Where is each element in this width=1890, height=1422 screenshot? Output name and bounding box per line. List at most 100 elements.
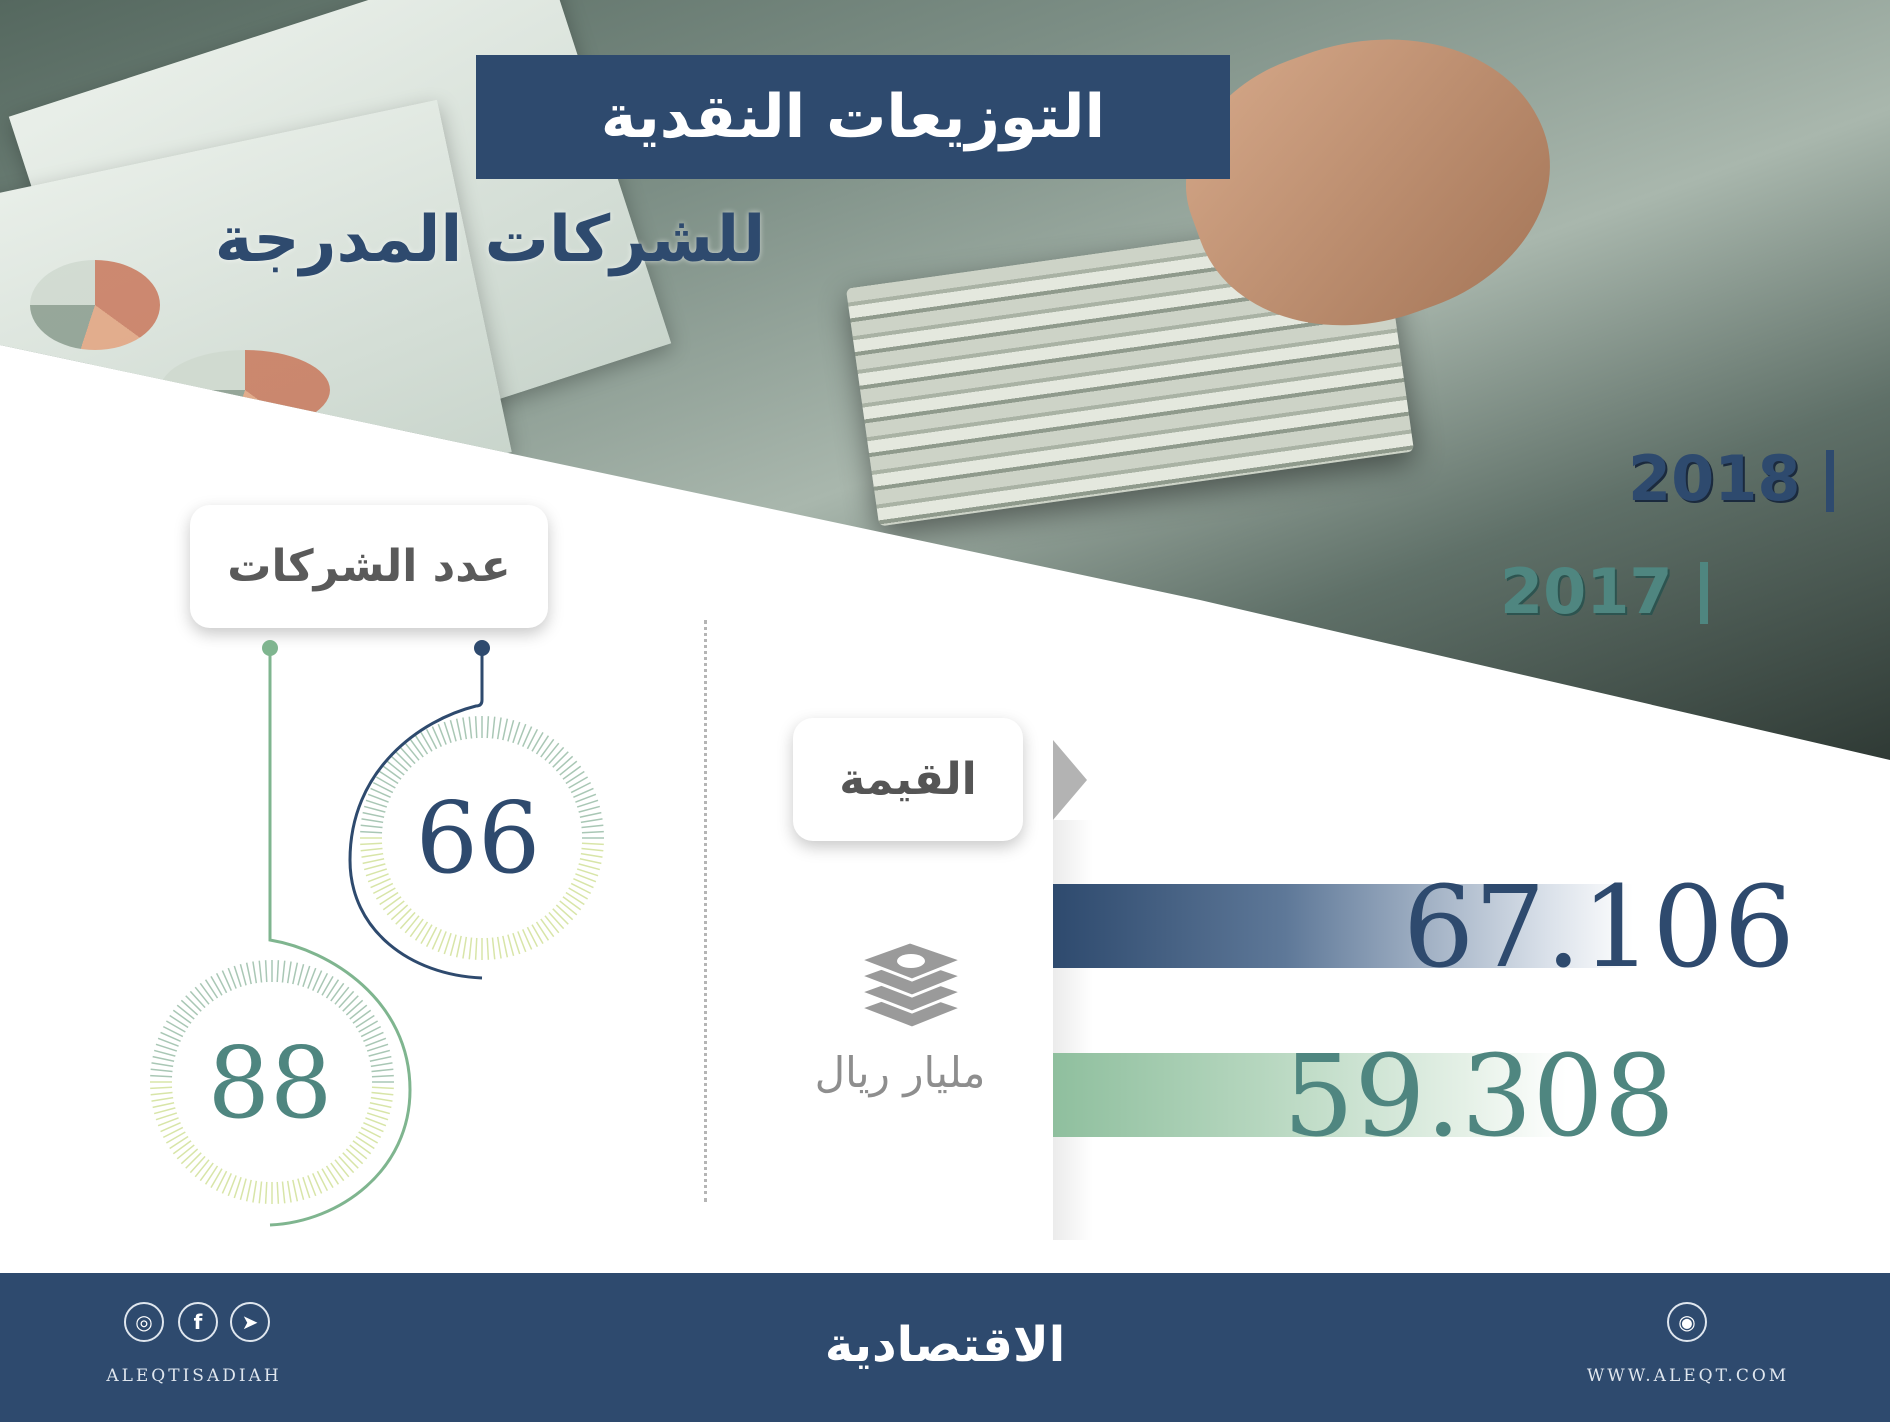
- ticks-88-tick: [370, 1062, 393, 1068]
- ticks-66-tick: [544, 915, 560, 934]
- ticks-66-tick: [496, 936, 502, 959]
- ticks-66-tick: [517, 931, 527, 953]
- dial-88-connector-dot: [262, 640, 278, 656]
- dribbble-icon[interactable]: ◉: [1667, 1302, 1707, 1342]
- ticks-88-tick: [321, 975, 334, 996]
- ticks-88-tick: [363, 1031, 384, 1043]
- ticks-66-tick: [370, 877, 391, 889]
- facebook-icon[interactable]: f: [178, 1302, 218, 1342]
- value-2018: 67.106: [1403, 863, 1795, 993]
- ticks-88-tick: [281, 1181, 286, 1204]
- ticks-66-tick: [535, 921, 550, 941]
- ticks-66-tick: [455, 718, 462, 741]
- ticks-66-tick: [443, 932, 452, 955]
- ticks-88-tick: [153, 1049, 176, 1057]
- ticks-66-tick: [562, 896, 582, 911]
- ticks-88-tick: [330, 982, 345, 1002]
- ticks-66-tick: [575, 793, 597, 803]
- ticks-88-tick: [151, 1062, 174, 1068]
- ticks-66-tick: [562, 765, 582, 780]
- ticks-88-tick: [355, 1135, 375, 1150]
- ticks-88-tick: [342, 995, 359, 1012]
- ticks-88-tick: [349, 1004, 368, 1020]
- ticks-66-tick: [578, 805, 601, 813]
- ticks-66-tick: [390, 755, 409, 772]
- ticks-88-tick: [210, 1168, 223, 1189]
- ticks-88-tick: [302, 1176, 311, 1199]
- publisher-logo: الاقتصادية: [824, 1317, 1066, 1373]
- ticks-88-tick: [165, 1131, 186, 1144]
- ticks-66-tick: [360, 824, 383, 829]
- ticks-88-tick: [264, 1181, 268, 1204]
- ticks-88-tick: [162, 1126, 184, 1139]
- ticks-88-tick: [371, 1091, 394, 1096]
- dial-66-ticks: [360, 716, 604, 960]
- dial-66-connector: [348, 648, 484, 980]
- ticks-88-tick: [155, 1043, 178, 1052]
- ticks-88-tick: [352, 1140, 372, 1155]
- ticks-88-tick: [239, 963, 247, 986]
- ticks-88-tick: [338, 1155, 355, 1174]
- ticks-88-tick: [370, 1096, 393, 1102]
- social-handle[interactable]: ALEQTISADIAH: [106, 1366, 282, 1386]
- ticks-66-tick: [559, 760, 578, 776]
- website-link[interactable]: WWW.ALEQT.COM: [1586, 1366, 1790, 1386]
- ticks-88-tick: [252, 1180, 258, 1203]
- ticks-66-tick: [565, 891, 585, 906]
- footer-bar: [0, 1273, 1890, 1422]
- ticks-66-tick: [365, 868, 388, 877]
- ticks-66-tick: [578, 863, 601, 871]
- ticks-66-tick: [531, 731, 544, 752]
- ticks-66-tick: [552, 751, 569, 768]
- twitter-icon[interactable]: ➤: [230, 1302, 270, 1342]
- ticks-66-tick: [455, 935, 462, 958]
- ticks-66-tick: [535, 735, 550, 755]
- ticks-88-tick: [352, 1009, 372, 1024]
- ticks-66-tick: [414, 921, 429, 941]
- ticks-88-tick: [321, 1168, 334, 1189]
- ticks-66-tick: [507, 934, 515, 957]
- ticks-66-tick: [409, 738, 424, 758]
- ticks-66-tick: [367, 793, 389, 803]
- companies-count-label: عدد الشركات: [190, 505, 548, 628]
- ticks-66-tick: [474, 937, 478, 960]
- ticks-88-tick: [325, 1165, 340, 1185]
- ticks-88-tick: [371, 1068, 394, 1073]
- ticks-88-tick: [316, 1170, 329, 1192]
- ticks-66-tick: [431, 726, 443, 747]
- ticks-88-tick: [292, 962, 299, 985]
- ticks-88-tick: [172, 1140, 192, 1155]
- ticks-66-tick: [386, 900, 405, 916]
- ticks-66-tick: [575, 873, 597, 883]
- ticks-66-tick: [360, 842, 383, 846]
- ticks-66-tick: [360, 847, 383, 852]
- value-label: القيمة: [793, 718, 1023, 841]
- ticks-66-tick: [555, 904, 574, 921]
- ticks-88-tick: [204, 979, 219, 999]
- ticks-66-tick: [372, 882, 394, 895]
- ticks-88-tick: [227, 1175, 237, 1197]
- ticks-88-tick: [165, 1020, 186, 1033]
- instagram-icon[interactable]: ◎: [124, 1302, 164, 1342]
- ticks-88-tick: [297, 963, 305, 986]
- ticks-66-tick: [576, 868, 599, 877]
- ticks-66-tick: [580, 818, 603, 824]
- ticks-66-tick: [581, 847, 604, 852]
- ticks-88-tick: [239, 1178, 247, 1201]
- ticks-66-tick: [414, 735, 429, 755]
- ticks-66-tick: [540, 918, 555, 938]
- ticks-88-tick: [366, 1112, 389, 1121]
- ticks-66-tick: [386, 760, 405, 776]
- ticks-88-tick: [189, 990, 206, 1009]
- ticks-88-tick: [334, 986, 350, 1005]
- ticks-66-tick: [568, 776, 589, 789]
- ticks-88-tick: [176, 1004, 195, 1020]
- companies-count-2018: 66: [415, 782, 541, 896]
- ticks-88-tick: [363, 1121, 384, 1133]
- ticks-88-tick: [150, 1074, 173, 1078]
- ticks-66-tick: [468, 937, 473, 960]
- value-arrow-icon: [1053, 740, 1087, 820]
- ticks-66-tick: [409, 918, 424, 938]
- ticks-66-tick: [363, 805, 386, 813]
